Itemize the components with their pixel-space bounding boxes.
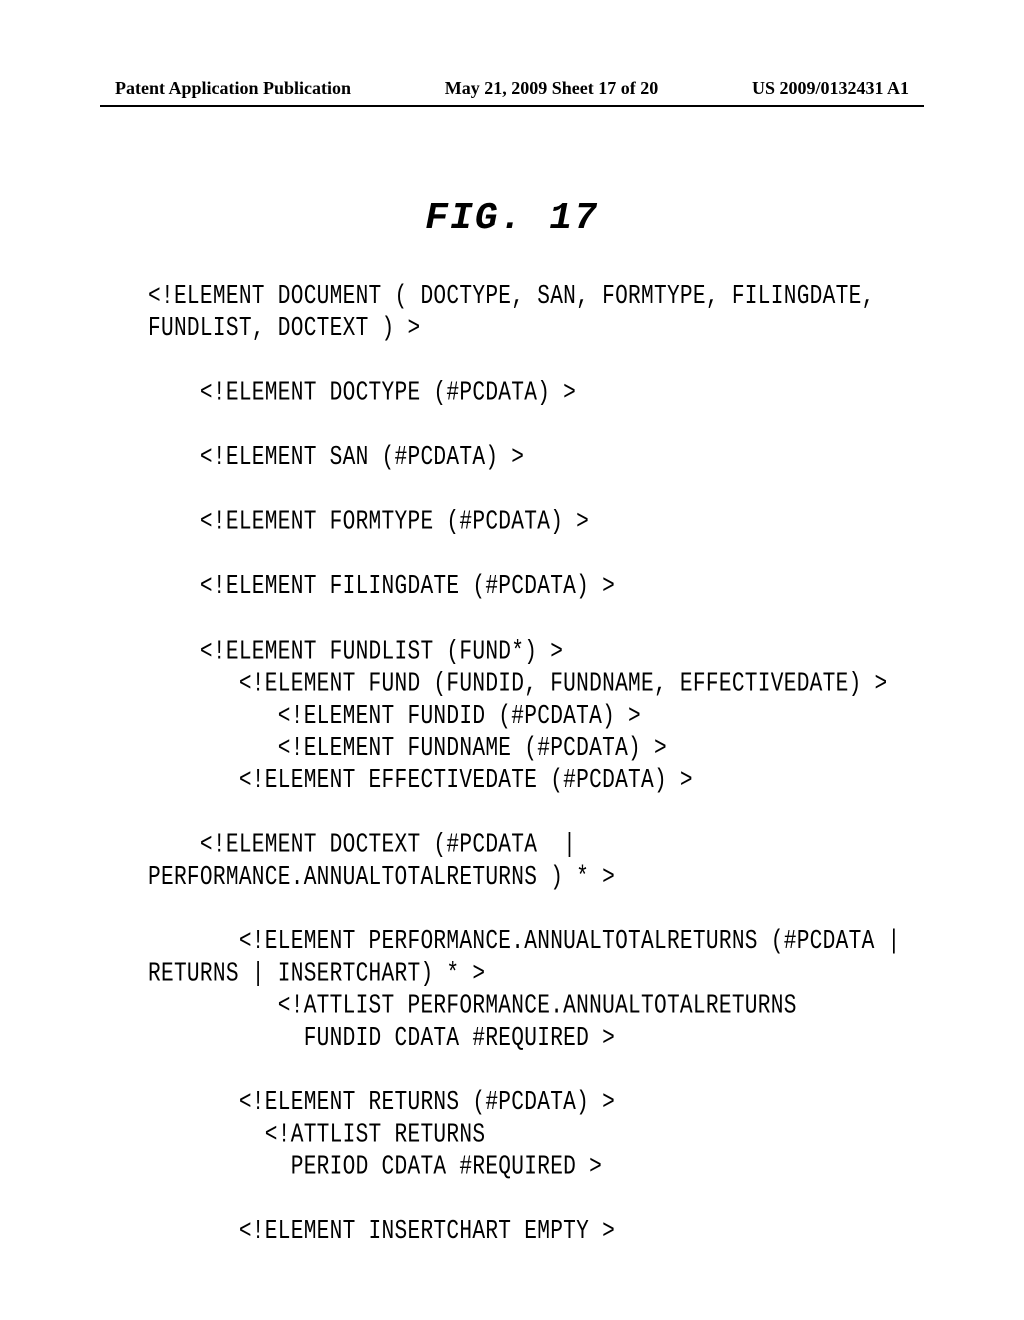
header-line: Patent Application Publication May 21, 2… [0, 78, 1024, 99]
dtd-code-block: <!ELEMENT DOCUMENT ( DOCTYPE, SAN, FORMT… [148, 280, 954, 1248]
header-right: US 2009/0132431 A1 [752, 78, 909, 99]
header-center: May 21, 2009 Sheet 17 of 20 [445, 78, 658, 99]
header-left: Patent Application Publication [115, 78, 351, 99]
header-rule [100, 105, 924, 107]
page: Patent Application Publication May 21, 2… [0, 0, 1024, 1320]
figure-title: FIG. 17 [0, 197, 1024, 240]
